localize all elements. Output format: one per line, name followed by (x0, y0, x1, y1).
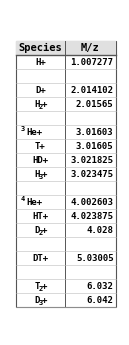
Text: 4.002603: 4.002603 (71, 198, 114, 207)
Text: 4.023875: 4.023875 (71, 212, 114, 221)
Text: H: H (35, 100, 40, 109)
Text: 2: 2 (39, 105, 43, 110)
Text: H: H (35, 170, 40, 179)
Text: 2.014102: 2.014102 (71, 86, 114, 95)
Text: 3.01605: 3.01605 (76, 142, 114, 151)
Text: DT+: DT+ (32, 254, 48, 263)
Text: D: D (35, 296, 40, 305)
Text: M/z: M/z (81, 43, 100, 53)
Text: 4.028: 4.028 (87, 226, 114, 235)
Text: +: + (42, 296, 47, 305)
Text: 3.021825: 3.021825 (71, 156, 114, 165)
Text: 2.01565: 2.01565 (76, 100, 114, 109)
Text: +: + (42, 282, 47, 290)
Text: 4: 4 (21, 196, 25, 202)
Text: H+: H+ (35, 58, 46, 67)
Bar (16, 41, 116, 56)
Text: 5.03005: 5.03005 (76, 254, 114, 263)
Text: He+: He+ (26, 198, 42, 207)
Text: +: + (42, 100, 47, 109)
Text: 3.023475: 3.023475 (71, 170, 114, 179)
Text: 2: 2 (39, 230, 43, 236)
Text: 2: 2 (39, 286, 43, 292)
Text: 6.042: 6.042 (87, 296, 114, 305)
Text: 3: 3 (21, 126, 25, 132)
Text: Species: Species (18, 43, 62, 53)
Text: 3.01603: 3.01603 (76, 128, 114, 137)
Text: 1.007277: 1.007277 (71, 58, 114, 67)
Text: 3: 3 (39, 300, 43, 306)
Text: D+: D+ (35, 86, 46, 95)
Text: D: D (35, 226, 40, 235)
Text: 3: 3 (39, 174, 43, 180)
Text: T+: T+ (35, 142, 46, 151)
Text: 6.032: 6.032 (87, 282, 114, 290)
Text: T: T (35, 282, 40, 290)
Text: He+: He+ (26, 128, 42, 137)
Text: +: + (42, 226, 47, 235)
Text: HD+: HD+ (32, 156, 48, 165)
Text: +: + (42, 170, 47, 179)
Text: HT+: HT+ (32, 212, 48, 221)
